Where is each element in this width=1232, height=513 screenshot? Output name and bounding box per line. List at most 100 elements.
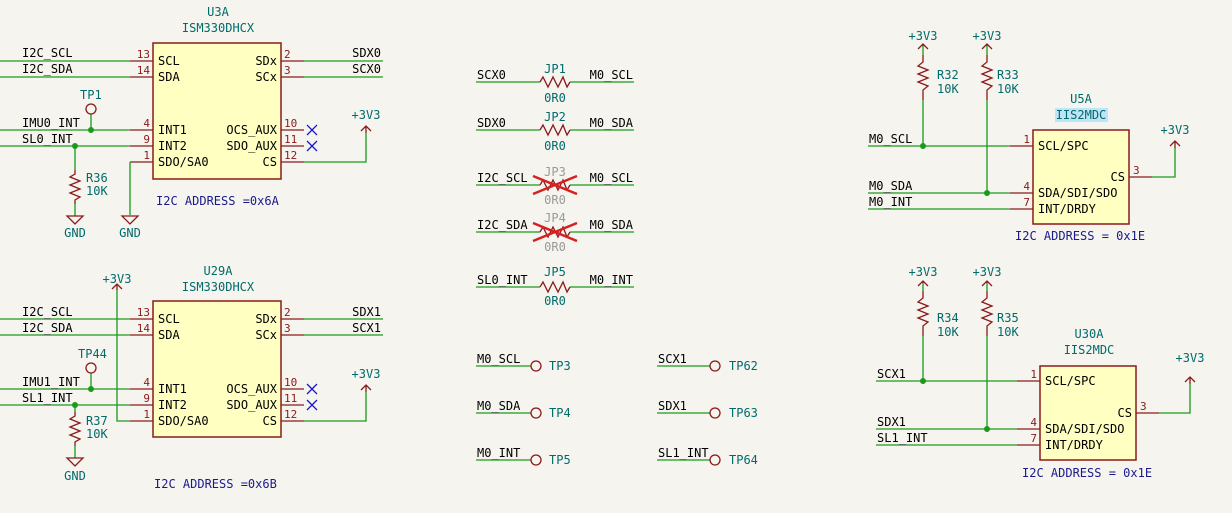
testpoint-circle <box>530 360 542 372</box>
u29a-pnum: 2 <box>284 306 291 319</box>
ic-u3a[interactable]: U3A ISM330DHCX SCL SDA INT1 INT2 SDO/SA0… <box>130 5 304 208</box>
gnd-label: GND <box>64 226 86 240</box>
net-label: IMU1_INT <box>22 375 80 389</box>
resistor-r32[interactable]: R32 10K <box>916 55 959 100</box>
u29a-body <box>152 300 282 438</box>
u3a-pin-sdx: SDx <box>255 54 277 68</box>
jumper-jp2[interactable]: SDX0 M0_SDA JP2 0R0 <box>476 110 634 153</box>
jumper-jp5[interactable]: SL0_INT M0_INT JP5 0R0 <box>476 265 634 308</box>
net-label: I2C_SDA <box>22 321 73 335</box>
resistor-r37[interactable]: R37 10K <box>68 412 108 446</box>
no-connect-marker <box>306 383 318 411</box>
resistor-r35[interactable]: R35 10K <box>980 291 1019 339</box>
testpoint-tp64[interactable]: SL1_INT TP64 <box>657 446 758 467</box>
testpoint-tp62[interactable]: SCX1 TP62 <box>657 352 758 373</box>
pwr-label: +3V3 <box>909 29 938 43</box>
tp44-ref: TP44 <box>78 347 107 361</box>
r36-value: 10K <box>86 184 108 198</box>
u29a-pnum: 1 <box>143 408 150 421</box>
testpoint-ref: TP63 <box>729 406 758 420</box>
u3a-pnum: 2 <box>284 48 291 61</box>
net-label: M0_SDA <box>590 116 634 130</box>
u5a-pin-int: INT/DRDY <box>1038 202 1097 216</box>
testpoint-circle <box>530 454 542 466</box>
u29a-ref: U29A <box>204 264 234 278</box>
net-label: M0_SDA <box>590 218 634 232</box>
resistor-r34[interactable]: R34 10K <box>916 291 959 339</box>
u3a-ref: U3A <box>207 5 229 19</box>
jumper-jp3[interactable]: I2C_SCL M0_SCL JP3 0R0 <box>476 165 634 207</box>
u3a-body <box>152 42 282 180</box>
testpoint-tp3[interactable]: M0_SCL TP3 <box>476 352 571 373</box>
u3a-pnum: 12 <box>284 149 297 162</box>
ic-u5a[interactable]: U5A IIS2MDC SCL/SPC SDA/SDI/SDO INT/DRDY… <box>1010 92 1152 243</box>
u5a-value: IIS2MDC <box>1056 108 1107 122</box>
net-label: SL0_INT <box>477 273 528 287</box>
u3a-pnum: 13 <box>137 48 150 61</box>
gnd-symbol: GND <box>64 457 86 483</box>
u30a-pin-sda: SDA/SDI/SDO <box>1045 422 1124 436</box>
r34-value: 10K <box>937 325 959 339</box>
r33-value: 10K <box>997 82 1019 96</box>
power-symbol-3v3: +3V3 <box>973 265 1001 287</box>
u3a-pin-scl: SCL <box>158 54 180 68</box>
u29a-pin-int2: INT2 <box>158 398 187 412</box>
jp3-ref: JP3 <box>544 165 566 179</box>
u5a-pins <box>1010 145 1152 210</box>
net-label: I2C_SCL <box>477 171 528 185</box>
resistor-zigzag <box>68 412 82 446</box>
u5a-value-highlight <box>1055 108 1108 122</box>
u30a-pins <box>1017 380 1159 446</box>
u30a-ref: U30A <box>1075 327 1105 341</box>
resistor-r33[interactable]: R33 10K <box>980 55 1019 100</box>
u3a-pins <box>130 60 304 163</box>
testpoint-tp4[interactable]: M0_SDA TP4 <box>476 399 571 420</box>
u3a-address-note: I2C ADDRESS =0x6A <box>156 194 280 208</box>
net-label: I2C_SDA <box>477 218 528 232</box>
resistor-zigzag <box>916 55 930 100</box>
r37-value: 10K <box>86 427 108 441</box>
testpoint-tp1[interactable]: TP1 <box>80 88 102 115</box>
u30a-pnum: 3 <box>1140 400 1147 413</box>
u29a-pin-sda: SDA <box>158 328 180 342</box>
jp4-ref: JP4 <box>544 211 566 225</box>
u5a-ref: U5A <box>1070 92 1092 106</box>
testpoint-tp44[interactable]: TP44 <box>78 347 107 374</box>
ic-u30a[interactable]: U30A IIS2MDC SCL/SPC SDA/SDI/SDO INT/DRD… <box>1017 327 1159 480</box>
u29a-pnum: 11 <box>284 392 297 405</box>
jumper-jp4[interactable]: I2C_SDA M0_SDA JP4 0R0 <box>476 211 634 254</box>
u3a-pin-sdoaux: SDO_AUX <box>226 139 277 153</box>
u30a-pin-scl: SCL/SPC <box>1045 374 1096 388</box>
u30a-pin-int: INT/DRDY <box>1045 438 1104 452</box>
net-label: SDX0 <box>477 116 506 130</box>
resistor-r36[interactable]: R36 10K <box>68 170 108 204</box>
jumper-jp1[interactable]: SCX0 M0_SCL JP1 0R0 <box>476 62 634 105</box>
u30a-address-note: I2C ADDRESS = 0x1E <box>1022 466 1152 480</box>
gnd-symbol: GND <box>64 215 86 240</box>
net-label: M0_SDA <box>477 399 521 413</box>
net-label: I2C_SCL <box>22 46 73 60</box>
jp4-value: 0R0 <box>544 240 566 254</box>
gnd-label: GND <box>119 226 141 240</box>
u3a-pin-sda: SDA <box>158 70 180 84</box>
pwr-label: +3V3 <box>973 29 1002 43</box>
testpoint-tp5[interactable]: M0_INT TP5 <box>476 446 571 467</box>
u30a-pin-cs: CS <box>1118 406 1132 420</box>
dnp-cross-icon <box>532 174 578 196</box>
dnp-cross-icon <box>532 221 578 243</box>
tp1-ref: TP1 <box>80 88 102 102</box>
testpoint-tp63[interactable]: SDX1 TP63 <box>657 399 758 420</box>
gnd-label: GND <box>64 469 86 483</box>
testpoint-circle <box>709 454 721 466</box>
jp5-ref: JP5 <box>544 265 566 279</box>
junction <box>920 143 926 149</box>
r32-ref: R32 <box>937 68 959 82</box>
power-symbol-3v3: +3V3 <box>352 367 380 392</box>
u3a-pin-int2: INT2 <box>158 139 187 153</box>
u3a-pin-scx: SCx <box>255 70 277 84</box>
net-label: SCX1 <box>877 367 906 381</box>
ic-u29a[interactable]: U29A ISM330DHCX SCL SDA INT1 INT2 SDO/SA… <box>130 264 304 491</box>
pwr-label: +3V3 <box>352 108 381 122</box>
u29a-pin-sdoaux: SDO_AUX <box>226 398 277 412</box>
r37-ref: R37 <box>86 414 108 428</box>
